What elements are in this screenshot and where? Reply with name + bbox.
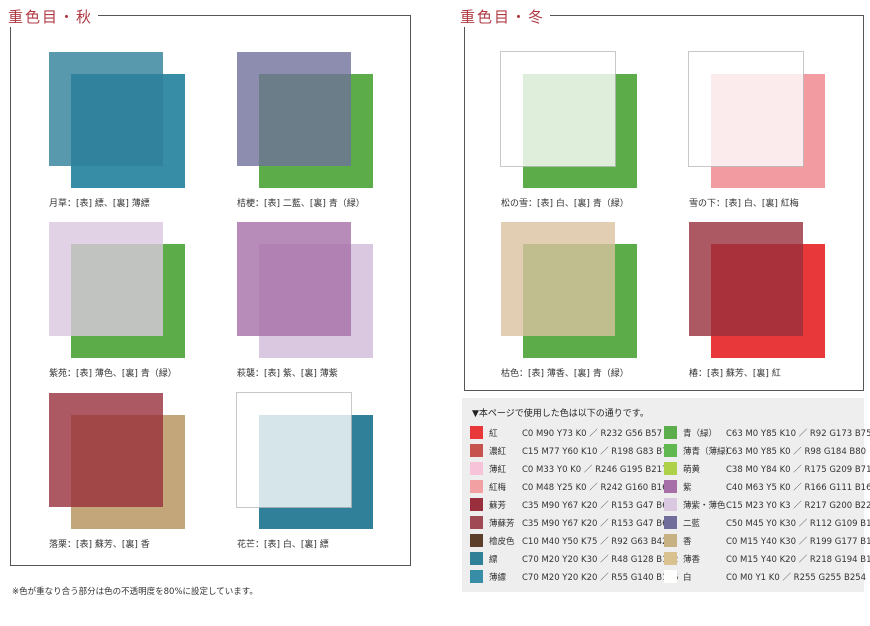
color-name: 紫 (683, 483, 692, 493)
color-chip (470, 498, 483, 511)
autumn-swatch-front (237, 222, 351, 336)
legend-row: 薄縹 C70 M20 Y20 K20 ／ R55 G140 B166 (470, 570, 678, 584)
color-name: 薄紅 (489, 465, 507, 475)
color-name: 白 (683, 573, 692, 583)
color-name: 紅梅 (489, 483, 507, 493)
autumn-swatch-caption: 落栗：[表] 蘇芳、[裏] 香 (49, 540, 150, 550)
color-value: C0 M0 Y1 K0 ／ R255 G255 B254 (726, 573, 867, 583)
color-value: C38 M0 Y84 K0 ／ R175 G209 B71 (726, 465, 870, 475)
color-value: C40 M63 Y5 K0 ／ R166 G111 B167 (726, 483, 870, 493)
color-chip (664, 516, 677, 529)
color-value: C35 M90 Y67 K20 ／ R153 G47 B60 (522, 501, 673, 511)
autumn-swatch-caption: 花芒：[表] 白、[裏] 縹 (237, 540, 329, 550)
legend-row: 青（緑） C63 M0 Y85 K10 ／ R92 G173 B75 (664, 426, 870, 440)
color-name: 萌黄 (683, 465, 701, 475)
color-chip (664, 570, 677, 583)
color-value: C0 M90 Y73 K0 ／ R232 G56 B57 (522, 429, 663, 439)
color-name: 薄縹 (489, 573, 507, 583)
color-chip (664, 534, 677, 547)
winter-swatch-caption: 椿：[表] 蘇芳、[裏] 紅 (689, 369, 781, 379)
autumn-swatch-caption: 月草：[表] 縹、[裏] 薄縹 (49, 199, 150, 209)
legend-row: 薄紫・薄色 C15 M23 Y0 K3 ／ R217 G200 B223 (664, 498, 870, 512)
legend-row: 白 C0 M0 Y1 K0 ／ R255 G255 B254 (664, 570, 866, 584)
legend-row: 紫 C40 M63 Y5 K0 ／ R166 G111 B167 (664, 480, 870, 494)
color-chip (470, 552, 483, 565)
legend-row: 蘇芳 C35 M90 Y67 K20 ／ R153 G47 B60 (470, 498, 673, 512)
color-name: 青（緑） (683, 429, 718, 439)
legend-row: 濃紅 C15 M77 Y60 K10 ／ R198 G83 B78 (470, 444, 673, 458)
color-chip (664, 444, 677, 457)
color-value: C0 M33 Y0 K0 ／ R246 G195 B217 (522, 465, 668, 475)
legend-row: 縹 C70 M20 Y20 K30 ／ R48 G128 B152 (470, 552, 678, 566)
autumn-swatch-front (49, 393, 163, 507)
winter-swatch-front (688, 51, 804, 167)
color-chip (470, 462, 483, 475)
autumn-swatch-front (49, 52, 163, 166)
autumn-title: 重色目・秋 (3, 6, 99, 27)
color-chip (664, 498, 677, 511)
color-value: C10 M40 Y50 K75 ／ R92 G63 B42 (522, 537, 668, 547)
legend-row: 檜皮色 C10 M40 Y50 K75 ／ R92 G63 B42 (470, 534, 667, 548)
color-chip (470, 516, 483, 529)
color-value: C63 M0 Y85 K0 ／ R98 G184 B80 (726, 447, 867, 457)
color-value: C70 M20 Y20 K20 ／ R55 G140 B166 (522, 573, 679, 583)
color-name: 香 (683, 537, 692, 547)
color-chip (664, 426, 677, 439)
color-chip (470, 426, 483, 439)
legend-row: 薄蘇芳 C35 M90 Y67 K20 ／ R153 G47 B60 (470, 516, 673, 530)
autumn-swatch-front (236, 392, 352, 508)
color-name: 薄青（薄緑） (683, 447, 735, 457)
color-value: C35 M90 Y67 K20 ／ R153 G47 B60 (522, 519, 673, 529)
color-value: C70 M20 Y20 K30 ／ R48 G128 B152 (522, 555, 679, 565)
legend-row: 香 C0 M15 Y40 K30 ／ R199 G177 B131 (664, 534, 870, 548)
legend-row: 薄香 C0 M15 Y40 K20 ／ R218 G194 B144 (664, 552, 870, 566)
legend-row: 紅 C0 M90 Y73 K0 ／ R232 G56 B57 (470, 426, 663, 440)
legend-row: 萌黄 C38 M0 Y84 K0 ／ R175 G209 B71 (664, 462, 870, 476)
color-name: 薄蘇芳 (489, 519, 515, 529)
color-value: C0 M48 Y25 K0 ／ R242 G160 B161 (522, 483, 673, 493)
color-chip (664, 552, 677, 565)
autumn-swatch-caption: 桔梗：[表] 二藍、[裏] 青（緑） (237, 199, 365, 209)
color-value: C0 M15 Y40 K30 ／ R199 G177 B131 (726, 537, 870, 547)
color-name: 蘇芳 (489, 501, 507, 511)
winter-swatch-front (689, 222, 803, 336)
autumn-swatch-caption: 紫苑：[表] 薄色、[裏] 青（緑） (49, 369, 177, 379)
color-name: 縹 (489, 555, 498, 565)
autumn-swatch-caption: 萩襲：[表] 紫、[裏] 薄紫 (237, 369, 338, 379)
color-value: C63 M0 Y85 K10 ／ R92 G173 B75 (726, 429, 870, 439)
legend-row: 薄青（薄緑） C63 M0 Y85 K0 ／ R98 G184 B80 (664, 444, 866, 458)
color-value: C50 M45 Y0 K30 ／ R112 G109 B155 (726, 519, 870, 529)
legend-row: 薄紅 C0 M33 Y0 K0 ／ R246 G195 B217 (470, 462, 667, 476)
autumn-swatch-front (237, 52, 351, 166)
color-name: 二藍 (683, 519, 701, 529)
legend-row: 紅梅 C0 M48 Y25 K0 ／ R242 G160 B161 (470, 480, 673, 494)
color-value: C0 M15 Y40 K20 ／ R218 G194 B144 (726, 555, 870, 565)
color-chip (664, 462, 677, 475)
opacity-note: ※色が重なり合う部分は色の不透明度を80%に設定しています。 (12, 587, 258, 597)
color-value: C15 M23 Y0 K3 ／ R217 G200 B223 (726, 501, 870, 511)
winter-swatch-front (501, 222, 615, 336)
winter-swatch-caption: 松の雪：[表] 白、[裏] 青（緑） (501, 199, 629, 209)
winter-panel (464, 15, 864, 391)
color-chip (470, 534, 483, 547)
color-value: C15 M77 Y60 K10 ／ R198 G83 B78 (522, 447, 673, 457)
autumn-panel (10, 15, 411, 566)
legend-title: ▼本ページで使用した色は以下の通りです。 (472, 409, 649, 419)
winter-swatch-caption: 雪の下：[表] 白、[裏] 紅梅 (689, 199, 799, 209)
color-chip (470, 570, 483, 583)
color-name: 薄香 (683, 555, 701, 565)
color-name: 薄紫・薄色 (683, 501, 726, 511)
legend-row: 二藍 C50 M45 Y0 K30 ／ R112 G109 B155 (664, 516, 870, 530)
winter-swatch-caption: 枯色：[表] 薄香、[裏] 青（緑） (501, 369, 629, 379)
color-legend: ▼本ページで使用した色は以下の通りです。 紅 C0 M90 Y73 K0 ／ R2… (462, 398, 870, 592)
color-chip (470, 444, 483, 457)
color-name: 濃紅 (489, 447, 507, 457)
winter-title: 重色目・冬 (455, 6, 551, 27)
color-chip (470, 480, 483, 493)
color-chip (664, 480, 677, 493)
autumn-swatch-front (49, 222, 163, 336)
winter-swatch-front (500, 51, 616, 167)
color-name: 紅 (489, 429, 498, 439)
color-name: 檜皮色 (489, 537, 515, 547)
